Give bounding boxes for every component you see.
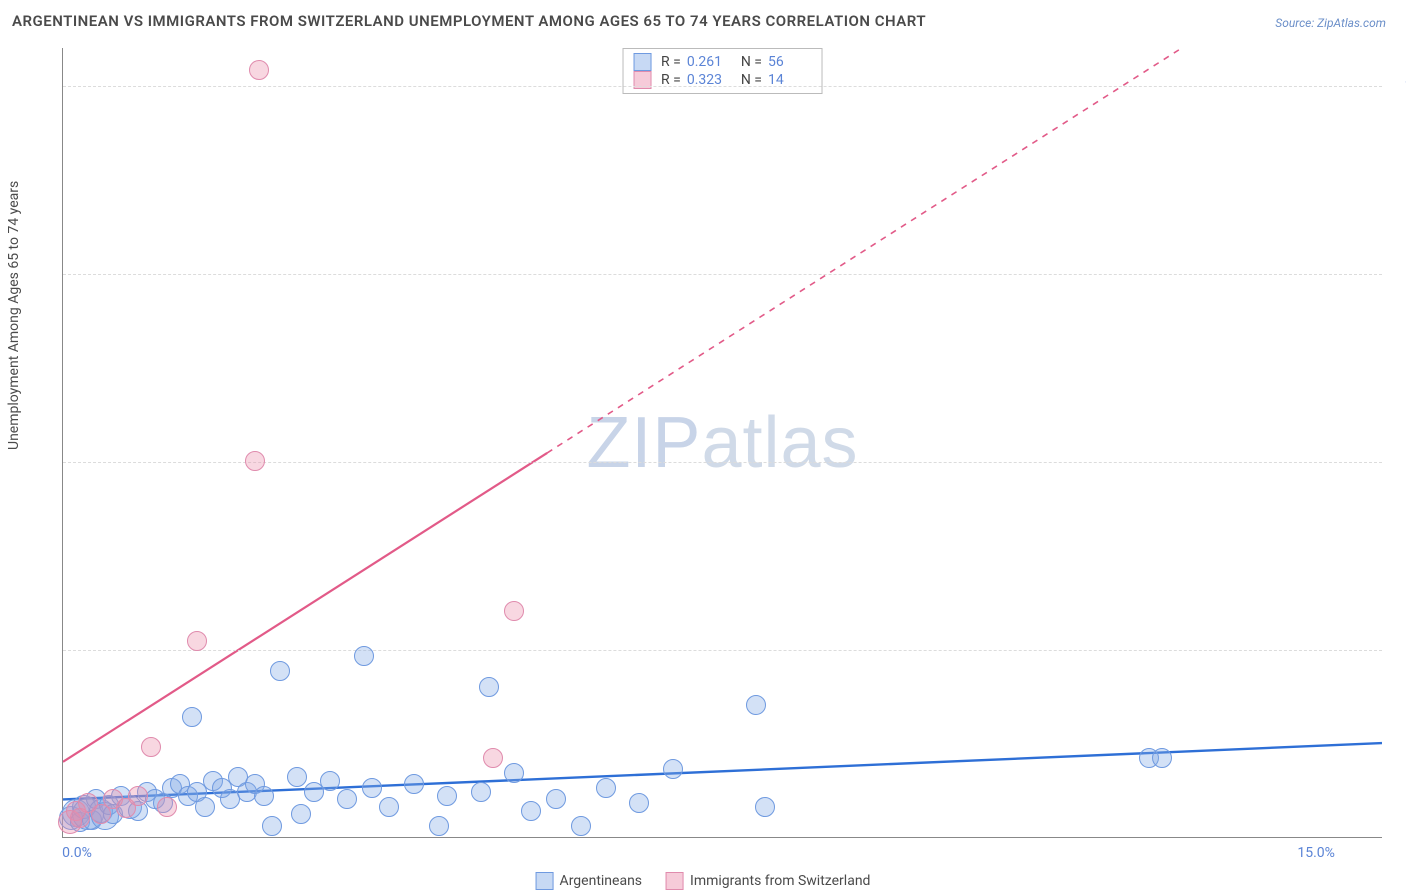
stat-value-r: 0.261 [687,54,731,70]
x-tick-label: 15.0% [1297,845,1335,861]
scatter-point [437,786,457,806]
scatter-point [262,816,282,836]
stats-legend-row: R = 0.261 N = 56 [633,53,812,71]
svg-layer [63,48,1382,837]
scatter-point [128,786,148,806]
trend-line [63,453,547,762]
gridline [63,274,1382,275]
scatter-point [746,695,766,715]
scatter-point [187,631,207,651]
watermark-bold: ZIP [586,403,701,483]
watermark-light: atlas [701,403,858,483]
scatter-point [479,677,499,697]
scatter-point [483,748,503,768]
x-tick-label: 0.0% [62,845,92,861]
scatter-point [504,763,524,783]
legend-swatch [666,872,684,890]
series-legend-item: Argentineans [536,872,642,890]
stat-value-n: 56 [768,54,812,70]
y-tick-label: 25.0% [1390,642,1406,658]
scatter-point [157,797,177,817]
source-attribution: Source: ZipAtlas.com [1275,16,1386,30]
scatter-point [663,759,683,779]
scatter-point [379,797,399,817]
scatter-point [1152,748,1172,768]
scatter-point [287,767,307,787]
trend-line-dashed [547,48,1182,453]
scatter-point [249,60,269,80]
scatter-point [546,789,566,809]
stat-label-n: N = [741,54,762,70]
scatter-point [629,793,649,813]
scatter-point [404,774,424,794]
scatter-point [755,797,775,817]
chart-title: ARGENTINEAN VS IMMIGRANTS FROM SWITZERLA… [12,12,926,30]
y-tick-label: 50.0% [1390,454,1406,470]
scatter-point [182,707,202,727]
scatter-point [571,816,591,836]
gridline [63,86,1382,87]
scatter-point [320,771,340,791]
scatter-point [362,778,382,798]
y-axis-label: Unemployment Among Ages 65 to 74 years [6,181,22,450]
scatter-point [354,646,374,666]
scatter-point [521,801,541,821]
series-legend-label: Immigrants from Switzerland [690,873,870,889]
scatter-point [291,804,311,824]
gridline [63,650,1382,651]
series-legend: Argentineans Immigrants from Switzerland [536,872,871,890]
legend-swatch [633,53,651,71]
scatter-point [195,797,215,817]
legend-swatch [536,872,554,890]
scatter-point [596,778,616,798]
series-legend-item: Immigrants from Switzerland [666,872,870,890]
stat-label-r: R = [661,54,681,70]
y-tick-label: 75.0% [1390,266,1406,282]
scatter-point [471,782,491,802]
scatter-point [504,601,524,621]
scatter-point [245,451,265,471]
y-tick-label: 100.0% [1390,78,1406,94]
scatter-point [337,789,357,809]
scatter-point [141,737,161,757]
scatter-point [254,786,274,806]
plot-area: ZIPatlas R =0.261N =56R =0.323N =14 25.0… [62,48,1382,838]
series-legend-label: Argentineans [560,873,642,889]
watermark: ZIPatlas [586,402,858,484]
scatter-point [270,661,290,681]
stats-legend: R =0.261N =56R =0.323N =14 [622,48,823,94]
scatter-point [429,816,449,836]
